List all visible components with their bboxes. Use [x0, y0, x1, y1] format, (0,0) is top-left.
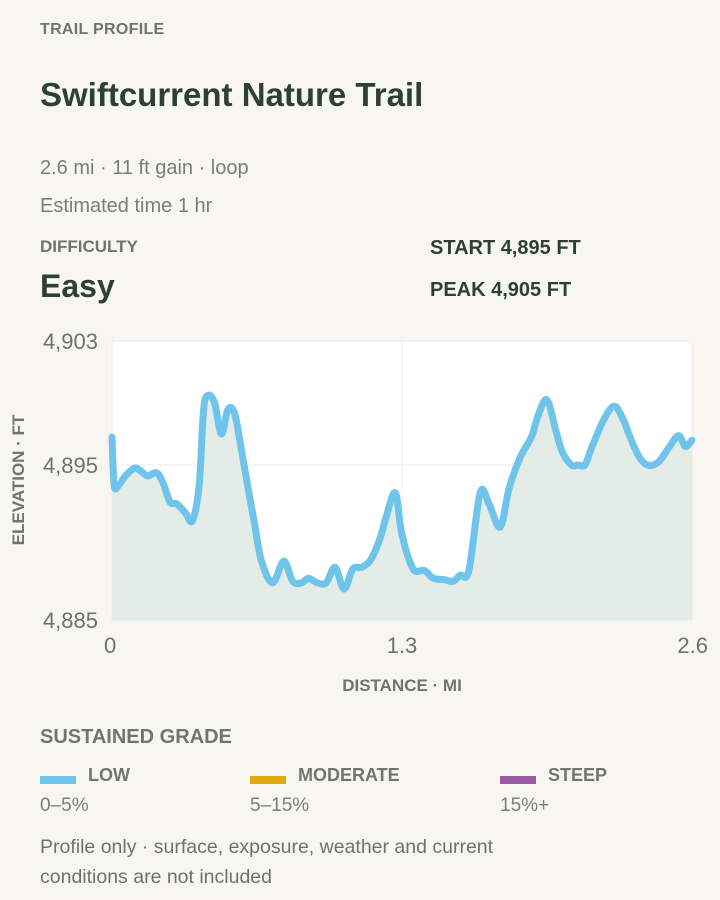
y-tick-label-1: 4,895: [43, 453, 98, 478]
legend-name-moderate: MODERATE: [298, 765, 400, 785]
start-elevation: START 4,895 FT: [430, 237, 581, 259]
difficulty-label: DIFFICULTY: [40, 237, 138, 256]
trail-title: Swiftcurrent Nature Trail: [40, 76, 424, 113]
section-eyebrow: TRAIL PROFILE: [40, 21, 165, 38]
elevation-area: [112, 394, 692, 620]
legend-title: SUSTAINED GRADE: [40, 726, 232, 748]
legend-range-low: 0–5%: [40, 795, 89, 816]
time-estimate: Estimated time 1 hr: [40, 195, 213, 217]
trail-summary: 2.6 mi · 11 ft gain · loop: [40, 157, 249, 179]
y-tick-label-0: 4,903: [43, 329, 98, 354]
legend-range-moderate: 5–15%: [250, 795, 310, 816]
x-tick-label-2: 2.6: [677, 633, 708, 658]
x-tick-label-1: 1.3: [387, 633, 418, 658]
difficulty-value: Easy: [40, 268, 115, 304]
legend-swatch-low: [40, 776, 76, 784]
x-axis-label: DISTANCE · MI: [342, 676, 462, 695]
legend-name-low: LOW: [88, 765, 130, 785]
elevation-line: [108, 391, 696, 593]
legend-swatch-steep: [500, 776, 536, 784]
legend-name-steep: STEEP: [548, 765, 608, 785]
y-tick-label-2: 4,885: [43, 608, 98, 633]
x-tick-label-0: 0: [104, 633, 116, 658]
legend-range-steep: 15%+: [500, 795, 550, 816]
peak-elevation: PEAK 4,905 FT: [430, 279, 572, 301]
footnote: Profile only · surface, exposure, weathe…: [40, 836, 494, 888]
y-axis-label: ELEVATION · FT: [9, 414, 28, 545]
legend-swatch-moderate: [250, 776, 286, 784]
